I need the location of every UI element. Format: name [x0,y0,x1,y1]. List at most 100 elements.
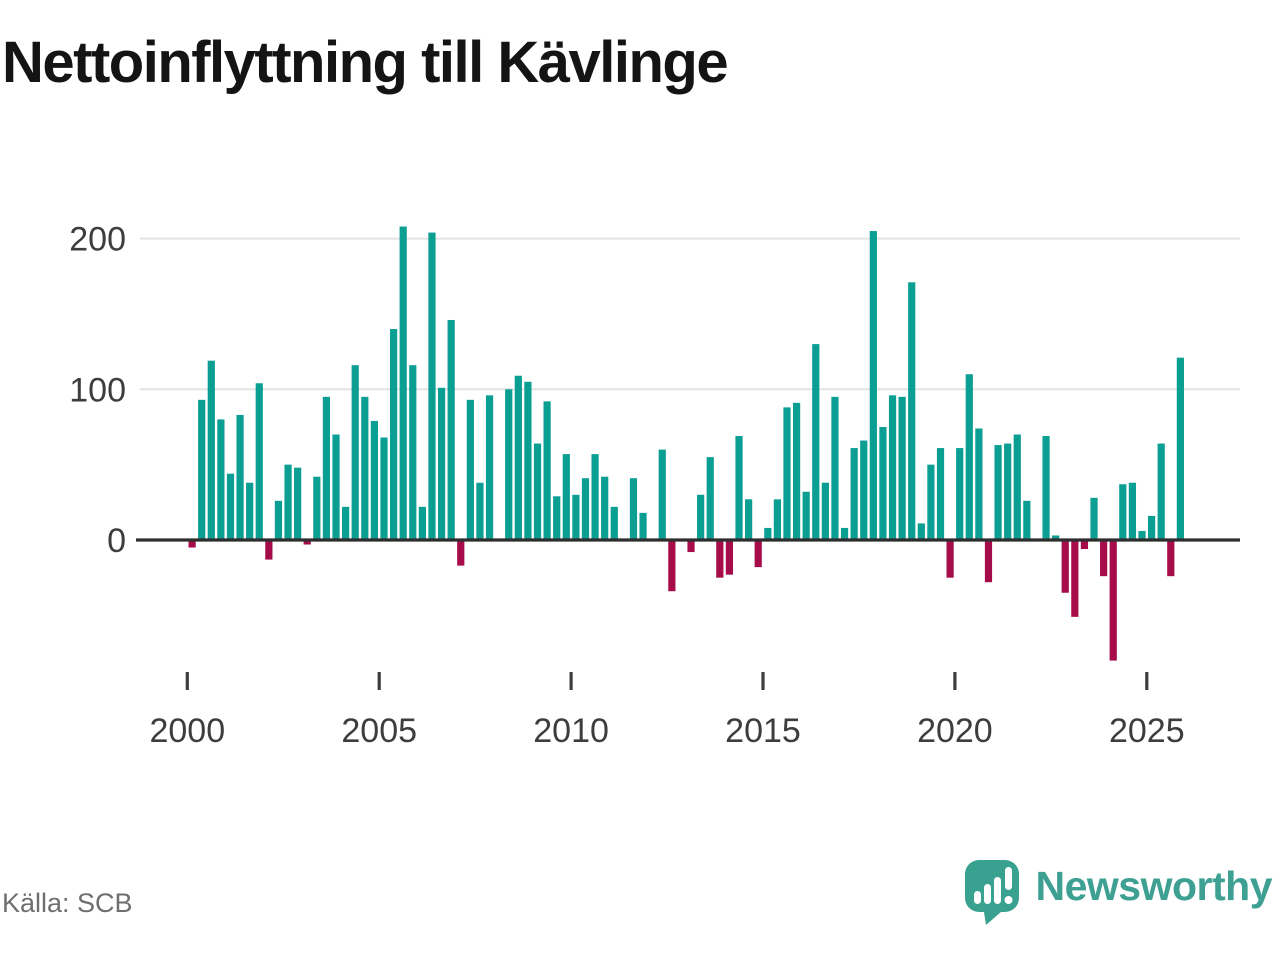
bar-2002-q4 [294,467,302,540]
bar-2005-q1 [380,437,388,540]
bar-2014-q2 [735,436,743,540]
bar-2015-q3 [783,407,791,540]
bar-2003-q2 [313,476,321,540]
bar-2017-q4 [869,231,877,540]
bar-2014-q3 [745,499,753,540]
bar-2024-q1 [1109,540,1117,661]
bar-2023-q3 [1090,497,1098,540]
bar-2021-q4 [1023,500,1031,540]
bar-2020-q2 [965,374,973,540]
bar-2011-q3 [629,478,638,540]
bar-2020-q4 [984,540,993,583]
bar-2009-q2 [543,401,551,540]
bar-2012-q3 [668,540,676,592]
bar-2009-q3 [553,496,561,540]
bar-2013-q3 [706,457,714,540]
bar-2010-q3 [591,454,599,540]
bar-2006-q1 [418,506,426,540]
bar-2008-q4 [524,381,532,540]
bar-2010-q1 [572,494,580,540]
bar-2014-q1 [725,540,734,575]
x-axis-label-2020: 2020 [917,712,993,750]
bar-2024-q3 [1128,482,1137,540]
bar-2023-q4 [1100,540,1108,577]
bar-2019-q3 [936,448,945,540]
bar-2005-q2 [389,329,398,540]
bar-2006-q3 [437,387,446,540]
bar-2021-q2 [1004,443,1012,540]
bar-2007-q3 [476,482,484,540]
bar-chart: 0 100 200 2000 2005 2010 2015 2020 2025 [69,221,1240,750]
source-label: Källa: SCB [2,888,133,918]
bar-2001-q1 [226,473,235,540]
bar-2020-q1 [956,448,964,540]
logo-exclamation-bar [1004,867,1012,890]
bar-2023-q2 [1080,540,1089,550]
y-axis-label-100: 100 [69,371,126,409]
bar-2001-q2 [236,414,244,540]
bar-2017-q3 [860,440,868,540]
bar-2004-q4 [370,420,378,540]
bar-2019-q1 [917,523,925,540]
bar-2005-q3 [399,226,407,541]
y-axis-label-200: 200 [69,221,126,259]
bar-2008-q2 [505,389,513,540]
bar-2018-q2 [888,395,897,540]
logo-bar-medium [983,884,991,904]
bar-2002-q3 [284,464,292,540]
bar-2016-q2 [812,344,820,540]
bar-2007-q1 [457,540,465,566]
bar-2021-q3 [1013,434,1021,540]
x-axis-label-2025: 2025 [1109,712,1185,750]
bar-2016-q4 [831,396,839,540]
bar-2025-q3 [1167,540,1175,577]
bar-2011-q4 [639,512,647,540]
bar-2013-q4 [716,540,724,578]
bar-2004-q3 [361,396,369,540]
bar-2018-q3 [898,396,906,540]
bar-2001-q4 [255,383,263,540]
bar-2003-q3 [322,396,331,540]
bar-2004-q2 [351,365,359,540]
bar-2001-q3 [246,482,254,540]
x-axis-label-2015: 2015 [725,712,801,750]
bar-2007-q2 [466,399,474,540]
bar-2009-q1 [533,443,542,540]
bar-2006-q2 [428,232,436,540]
bar-2007-q4 [485,395,494,540]
bar-2000-q2 [198,399,206,540]
bar-2015-q1 [764,527,772,540]
bar-2019-q4 [946,540,954,578]
newsworthy-branding: Newsworthy [963,858,1272,928]
bar-2002-q2 [274,500,283,540]
bar-2005-q4 [409,365,417,540]
newsworthy-logo-icon [964,860,1019,925]
bar-2013-q2 [697,494,705,540]
bar-2004-q1 [342,506,350,540]
bar-2018-q1 [879,426,887,540]
bar-2012-q2 [658,449,666,540]
bar-2018-q4 [908,282,916,540]
bar-2006-q4 [447,319,455,540]
x-axis-label-2005: 2005 [341,712,417,750]
bar-2003-q4 [332,434,340,540]
bar-2020-q3 [975,428,983,540]
bar-2014-q4 [754,540,762,568]
bar-2016-q3 [821,482,829,540]
chart-title: Nettoinflyttning till Kävlinge [2,30,729,95]
logo-bar-large [993,877,1001,904]
bar-2003-q1 [303,540,311,545]
bar-2016-q1 [802,491,810,540]
bar-2022-q2 [1042,436,1050,540]
bar-2008-q3 [514,375,522,540]
logo-exclamation-dot [1004,896,1012,904]
logo-bar-small [973,891,981,904]
bar-2024-q2 [1119,484,1127,540]
bar-2024-q4 [1138,530,1146,540]
bar-2023-q1 [1071,540,1079,617]
bar-2009-q4 [562,454,570,540]
y-axis-label-0: 0 [107,522,126,560]
bar-2000-q4 [217,419,225,540]
bar-2013-q1 [687,540,695,553]
